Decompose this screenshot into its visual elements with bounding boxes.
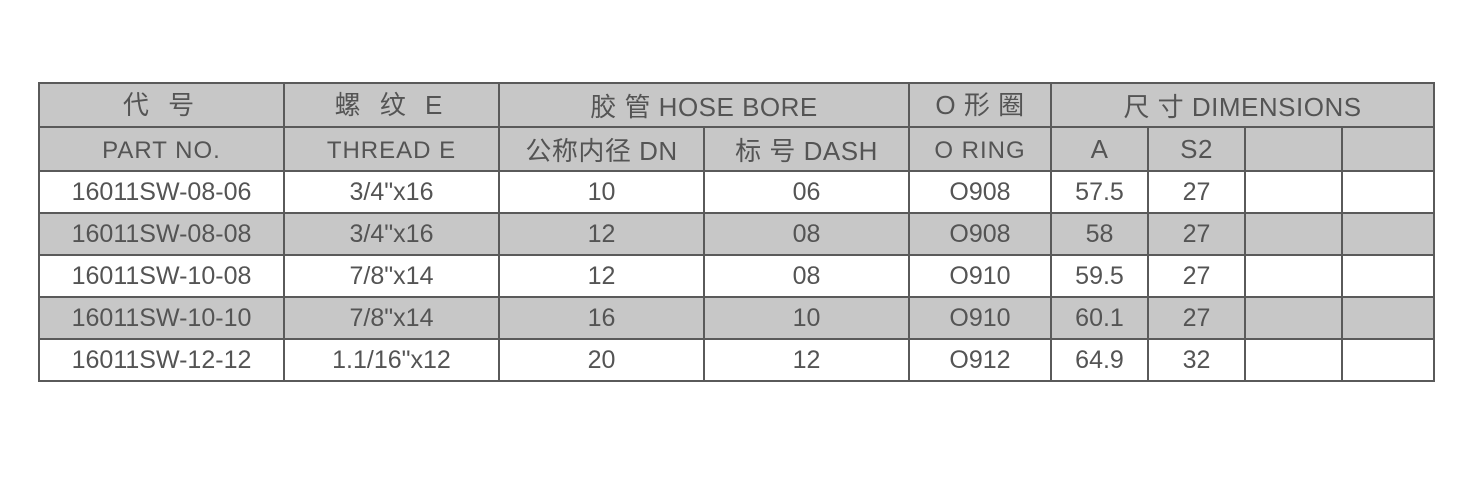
cell-a: 58 [1051,213,1148,255]
cell-part: 16011SW-12-12 [39,339,284,381]
cell-oring: O910 [909,255,1051,297]
col-empty-1 [1245,127,1342,171]
cell-part: 16011SW-08-08 [39,213,284,255]
cell-a: 59.5 [1051,255,1148,297]
cell-e2 [1342,213,1434,255]
cell-a: 64.9 [1051,339,1148,381]
col-s2: S2 [1148,127,1245,171]
cell-dash: 06 [704,171,909,213]
col-thread-en-text: THREAD E [327,137,456,164]
cell-oring: O908 [909,171,1051,213]
cell-oring: O908 [909,213,1051,255]
table-row: 16011SW-12-12 1.1/16"x12 20 12 O912 64.9… [39,339,1434,381]
cell-e1 [1245,171,1342,213]
col-thread-zh-text: 螺 纹 E [335,90,449,120]
cell-s2: 32 [1148,339,1245,381]
col-oring-en-text: O RING [934,137,1025,164]
col-thread-en: THREAD E [284,127,499,171]
col-hose-group: 胶 管 HOSE BORE [499,83,909,127]
col-hose-group-text: 胶 管 HOSE BORE [590,92,818,122]
cell-thread: 7/8"x14 [284,297,499,339]
cell-e1 [1245,213,1342,255]
col-part-en-text: PART NO. [102,137,221,164]
cell-e2 [1342,297,1434,339]
header-row-2: PART NO. THREAD E 公称内径 DN 标 号 DASH O RIN… [39,127,1434,171]
cell-a: 60.1 [1051,297,1148,339]
col-oring-zh: O 形 圈 [909,83,1051,127]
cell-thread: 1.1/16"x12 [284,339,499,381]
col-a-text: A [1091,134,1109,164]
cell-dn: 12 [499,213,704,255]
cell-oring: O910 [909,297,1051,339]
cell-dn: 12 [499,255,704,297]
cell-dash: 08 [704,213,909,255]
col-oring-en: O RING [909,127,1051,171]
col-empty-2 [1342,127,1434,171]
header-row-1: 代 号 螺 纹 E 胶 管 HOSE BORE O 形 圈 尺 寸 DIMENS… [39,83,1434,127]
page: 代 号 螺 纹 E 胶 管 HOSE BORE O 形 圈 尺 寸 DIMENS… [0,0,1459,500]
cell-s2: 27 [1148,297,1245,339]
cell-dn: 20 [499,339,704,381]
col-part-zh-text: 代 号 [123,90,200,120]
cell-s2: 27 [1148,213,1245,255]
cell-part: 16011SW-08-06 [39,171,284,213]
col-dn-text: 公称内径 DN [525,136,677,166]
cell-a: 57.5 [1051,171,1148,213]
col-dash-text: 标 号 DASH [735,136,878,166]
col-dims-group-text: 尺 寸 DIMENSIONS [1123,92,1361,122]
cell-e1 [1245,297,1342,339]
cell-dn: 16 [499,297,704,339]
cell-s2: 27 [1148,255,1245,297]
cell-e2 [1342,255,1434,297]
col-oring-zh-text: O 形 圈 [935,90,1024,120]
col-s2-text: S2 [1180,134,1213,164]
table-row: 16011SW-08-08 3/4"x16 12 08 O908 58 27 [39,213,1434,255]
cell-e2 [1342,339,1434,381]
cell-part: 16011SW-10-08 [39,255,284,297]
col-dims-group: 尺 寸 DIMENSIONS [1051,83,1434,127]
cell-part: 16011SW-10-10 [39,297,284,339]
col-a: A [1051,127,1148,171]
cell-dash: 12 [704,339,909,381]
cell-thread: 3/4"x16 [284,171,499,213]
col-dash: 标 号 DASH [704,127,909,171]
cell-e1 [1245,255,1342,297]
table-row: 16011SW-10-10 7/8"x14 16 10 O910 60.1 27 [39,297,1434,339]
cell-s2: 27 [1148,171,1245,213]
spec-table: 代 号 螺 纹 E 胶 管 HOSE BORE O 形 圈 尺 寸 DIMENS… [38,82,1435,382]
col-thread-zh: 螺 纹 E [284,83,499,127]
cell-thread: 7/8"x14 [284,255,499,297]
table-row: 16011SW-10-08 7/8"x14 12 08 O910 59.5 27 [39,255,1434,297]
cell-dash: 10 [704,297,909,339]
cell-e1 [1245,339,1342,381]
cell-dn: 10 [499,171,704,213]
cell-thread: 3/4"x16 [284,213,499,255]
cell-oring: O912 [909,339,1051,381]
col-dn: 公称内径 DN [499,127,704,171]
cell-e2 [1342,171,1434,213]
cell-dash: 08 [704,255,909,297]
table-row: 16011SW-08-06 3/4"x16 10 06 O908 57.5 27 [39,171,1434,213]
col-part-en: PART NO. [39,127,284,171]
col-part-zh: 代 号 [39,83,284,127]
